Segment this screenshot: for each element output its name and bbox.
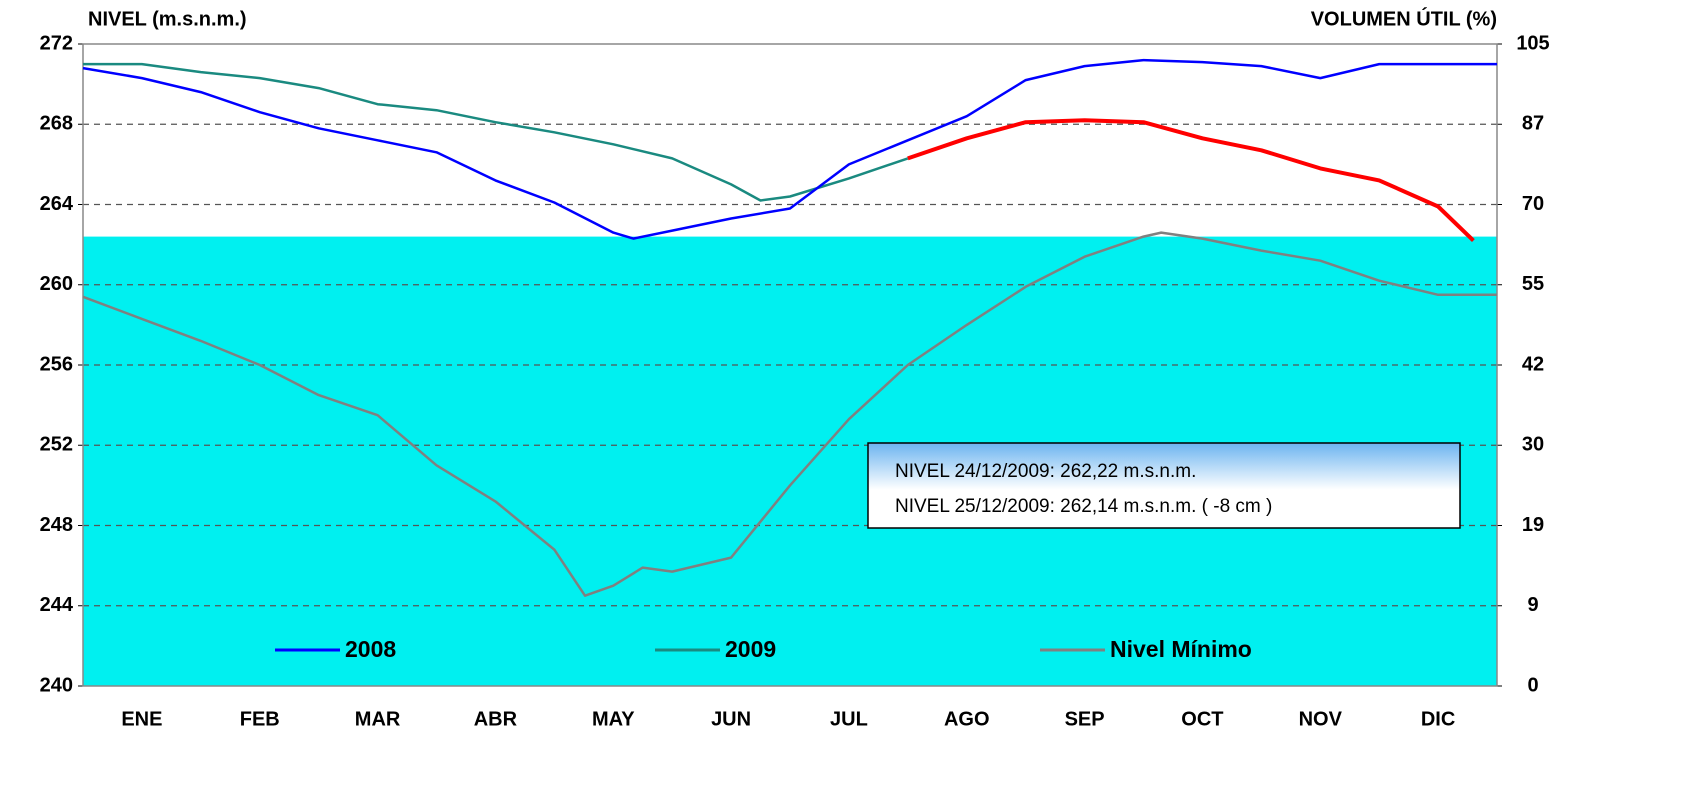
y2-tick-label: 105 xyxy=(1516,32,1549,54)
x-tick-label: MAR xyxy=(355,708,401,730)
y-tick-label: 248 xyxy=(40,514,73,536)
y-tick-label: 272 xyxy=(40,32,73,54)
series-line xyxy=(83,62,909,202)
y2-axis-label: VOLUMEN ÚTIL (%) xyxy=(1311,6,1497,30)
y2-tick-label: 9 xyxy=(1527,594,1538,616)
x-tick-label: ENE xyxy=(121,708,162,730)
x-tick-label: OCT xyxy=(1181,708,1223,730)
y2-tick-label: 30 xyxy=(1522,434,1544,456)
y-tick-label: 260 xyxy=(40,273,73,295)
x-tick-label: JUL xyxy=(830,708,868,730)
y-tick-label: 240 xyxy=(40,674,73,696)
y2-tick-label: 55 xyxy=(1522,273,1544,295)
x-tick-label: JUN xyxy=(711,708,751,730)
legend-label: 2009 xyxy=(725,636,776,662)
x-tick-label: ABR xyxy=(474,708,518,730)
annotation-text: NIVEL 24/12/2009: 262,22 m.s.n.m. xyxy=(895,461,1196,482)
plot-frame xyxy=(82,43,1498,687)
y2-tick-label: 42 xyxy=(1522,353,1544,375)
y-tick-label: 256 xyxy=(40,353,73,375)
x-tick-label: AGO xyxy=(944,708,990,730)
y2-tick-label: 70 xyxy=(1522,193,1544,215)
y-tick-label: 252 xyxy=(40,434,73,456)
x-tick-label: DIC xyxy=(1421,708,1455,730)
x-tick-label: NOV xyxy=(1299,708,1343,730)
series-line xyxy=(82,58,1497,240)
annotation-text: NIVEL 25/12/2009: 262,14 m.s.n.m. ( -8 c… xyxy=(895,496,1272,517)
y-tick-label: 244 xyxy=(40,594,74,616)
x-tick-label: SEP xyxy=(1065,708,1105,730)
series-line xyxy=(907,118,1475,243)
y2-tick-label: 87 xyxy=(1522,113,1544,135)
y2-tick-label: 19 xyxy=(1522,514,1544,536)
x-tick-label: MAY xyxy=(592,708,635,730)
legend-label: Nivel Mínimo xyxy=(1110,636,1252,662)
legend-label: 2008 xyxy=(345,636,396,662)
x-tick-label: FEB xyxy=(240,708,280,730)
y-tick-label: 268 xyxy=(40,113,73,135)
annotation-box xyxy=(867,442,1461,529)
y2-tick-label: 0 xyxy=(1527,674,1538,696)
y-axis-label: NIVEL (m.s.n.m.) xyxy=(88,8,247,30)
y-tick-label: 264 xyxy=(40,193,74,215)
series-line xyxy=(82,231,1497,597)
